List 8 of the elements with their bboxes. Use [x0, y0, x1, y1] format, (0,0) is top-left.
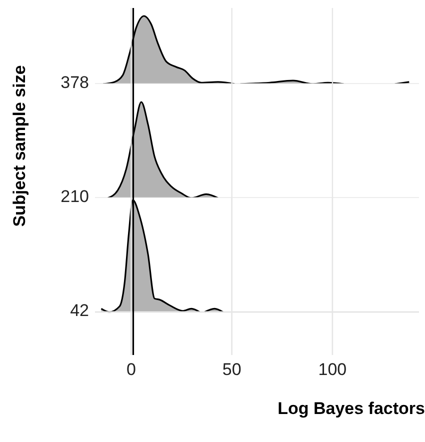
series-label: 210	[60, 187, 89, 207]
x-axis-title: Log Bayes factors	[278, 399, 425, 419]
series-label: 378	[60, 73, 89, 93]
y-axis-title: Subject sample size	[10, 65, 29, 227]
x-tick-label: 0	[126, 360, 136, 380]
series-label: 42	[70, 301, 89, 321]
x-tick-label: 100	[318, 360, 347, 380]
x-tick-label: 50	[222, 360, 242, 380]
